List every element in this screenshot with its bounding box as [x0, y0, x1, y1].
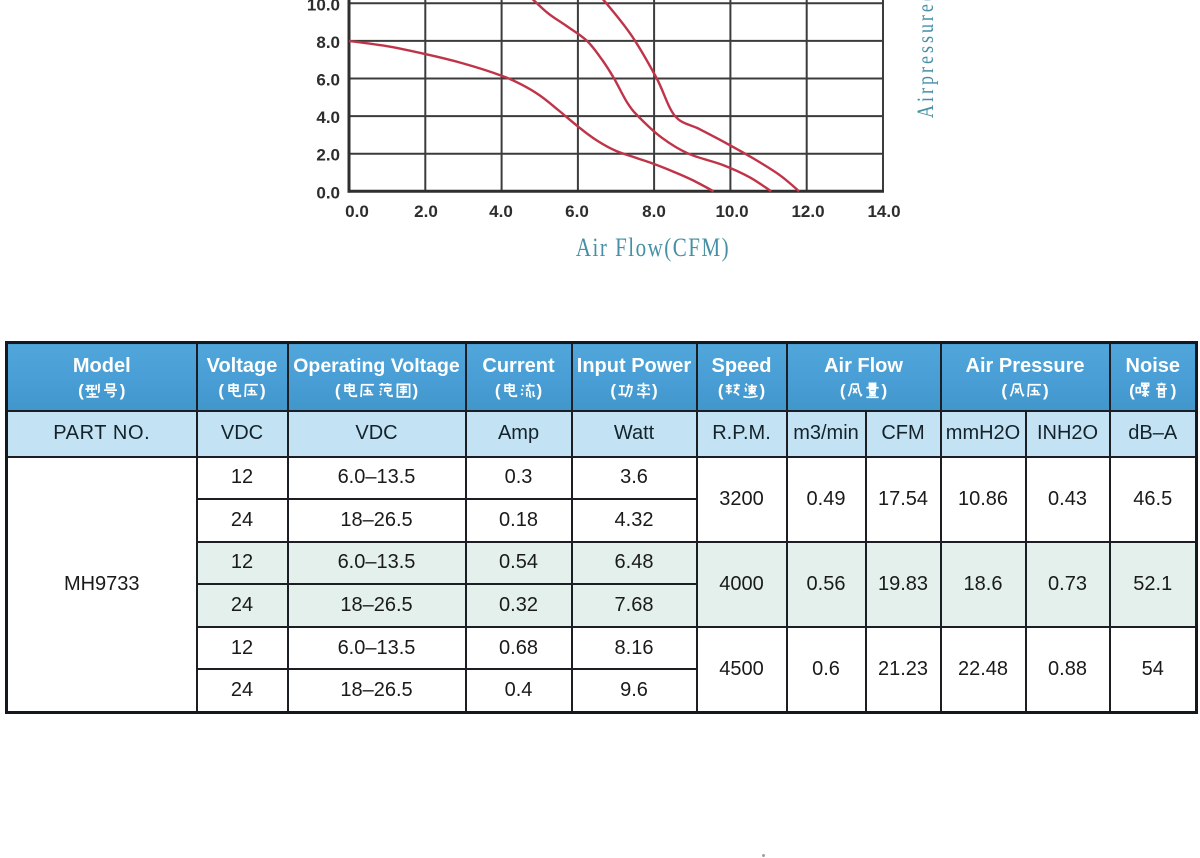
- svg-text:12.0: 12.0: [791, 202, 824, 221]
- svg-text:6.0: 6.0: [565, 202, 589, 221]
- svg-text:4.0: 4.0: [316, 108, 340, 127]
- svg-text:8.0: 8.0: [642, 202, 666, 221]
- svg-text:10.0: 10.0: [307, 0, 340, 14]
- svg-text:6.0: 6.0: [316, 71, 340, 90]
- svg-text:4.0: 4.0: [489, 202, 513, 221]
- svg-text:0.0: 0.0: [316, 183, 340, 202]
- svg-text:14.0: 14.0: [867, 202, 900, 221]
- svg-text:2.0: 2.0: [414, 202, 438, 221]
- svg-text:8.0: 8.0: [316, 33, 340, 52]
- svg-text:2.0: 2.0: [316, 146, 340, 165]
- svg-text:0.0: 0.0: [345, 202, 369, 221]
- svg-text:10.0: 10.0: [715, 202, 748, 221]
- svg-text:Airpressure(mmH2O): Airpressure(mmH2O): [912, 0, 939, 118]
- svg-text:Air Flow(CFM): Air Flow(CFM): [576, 234, 730, 263]
